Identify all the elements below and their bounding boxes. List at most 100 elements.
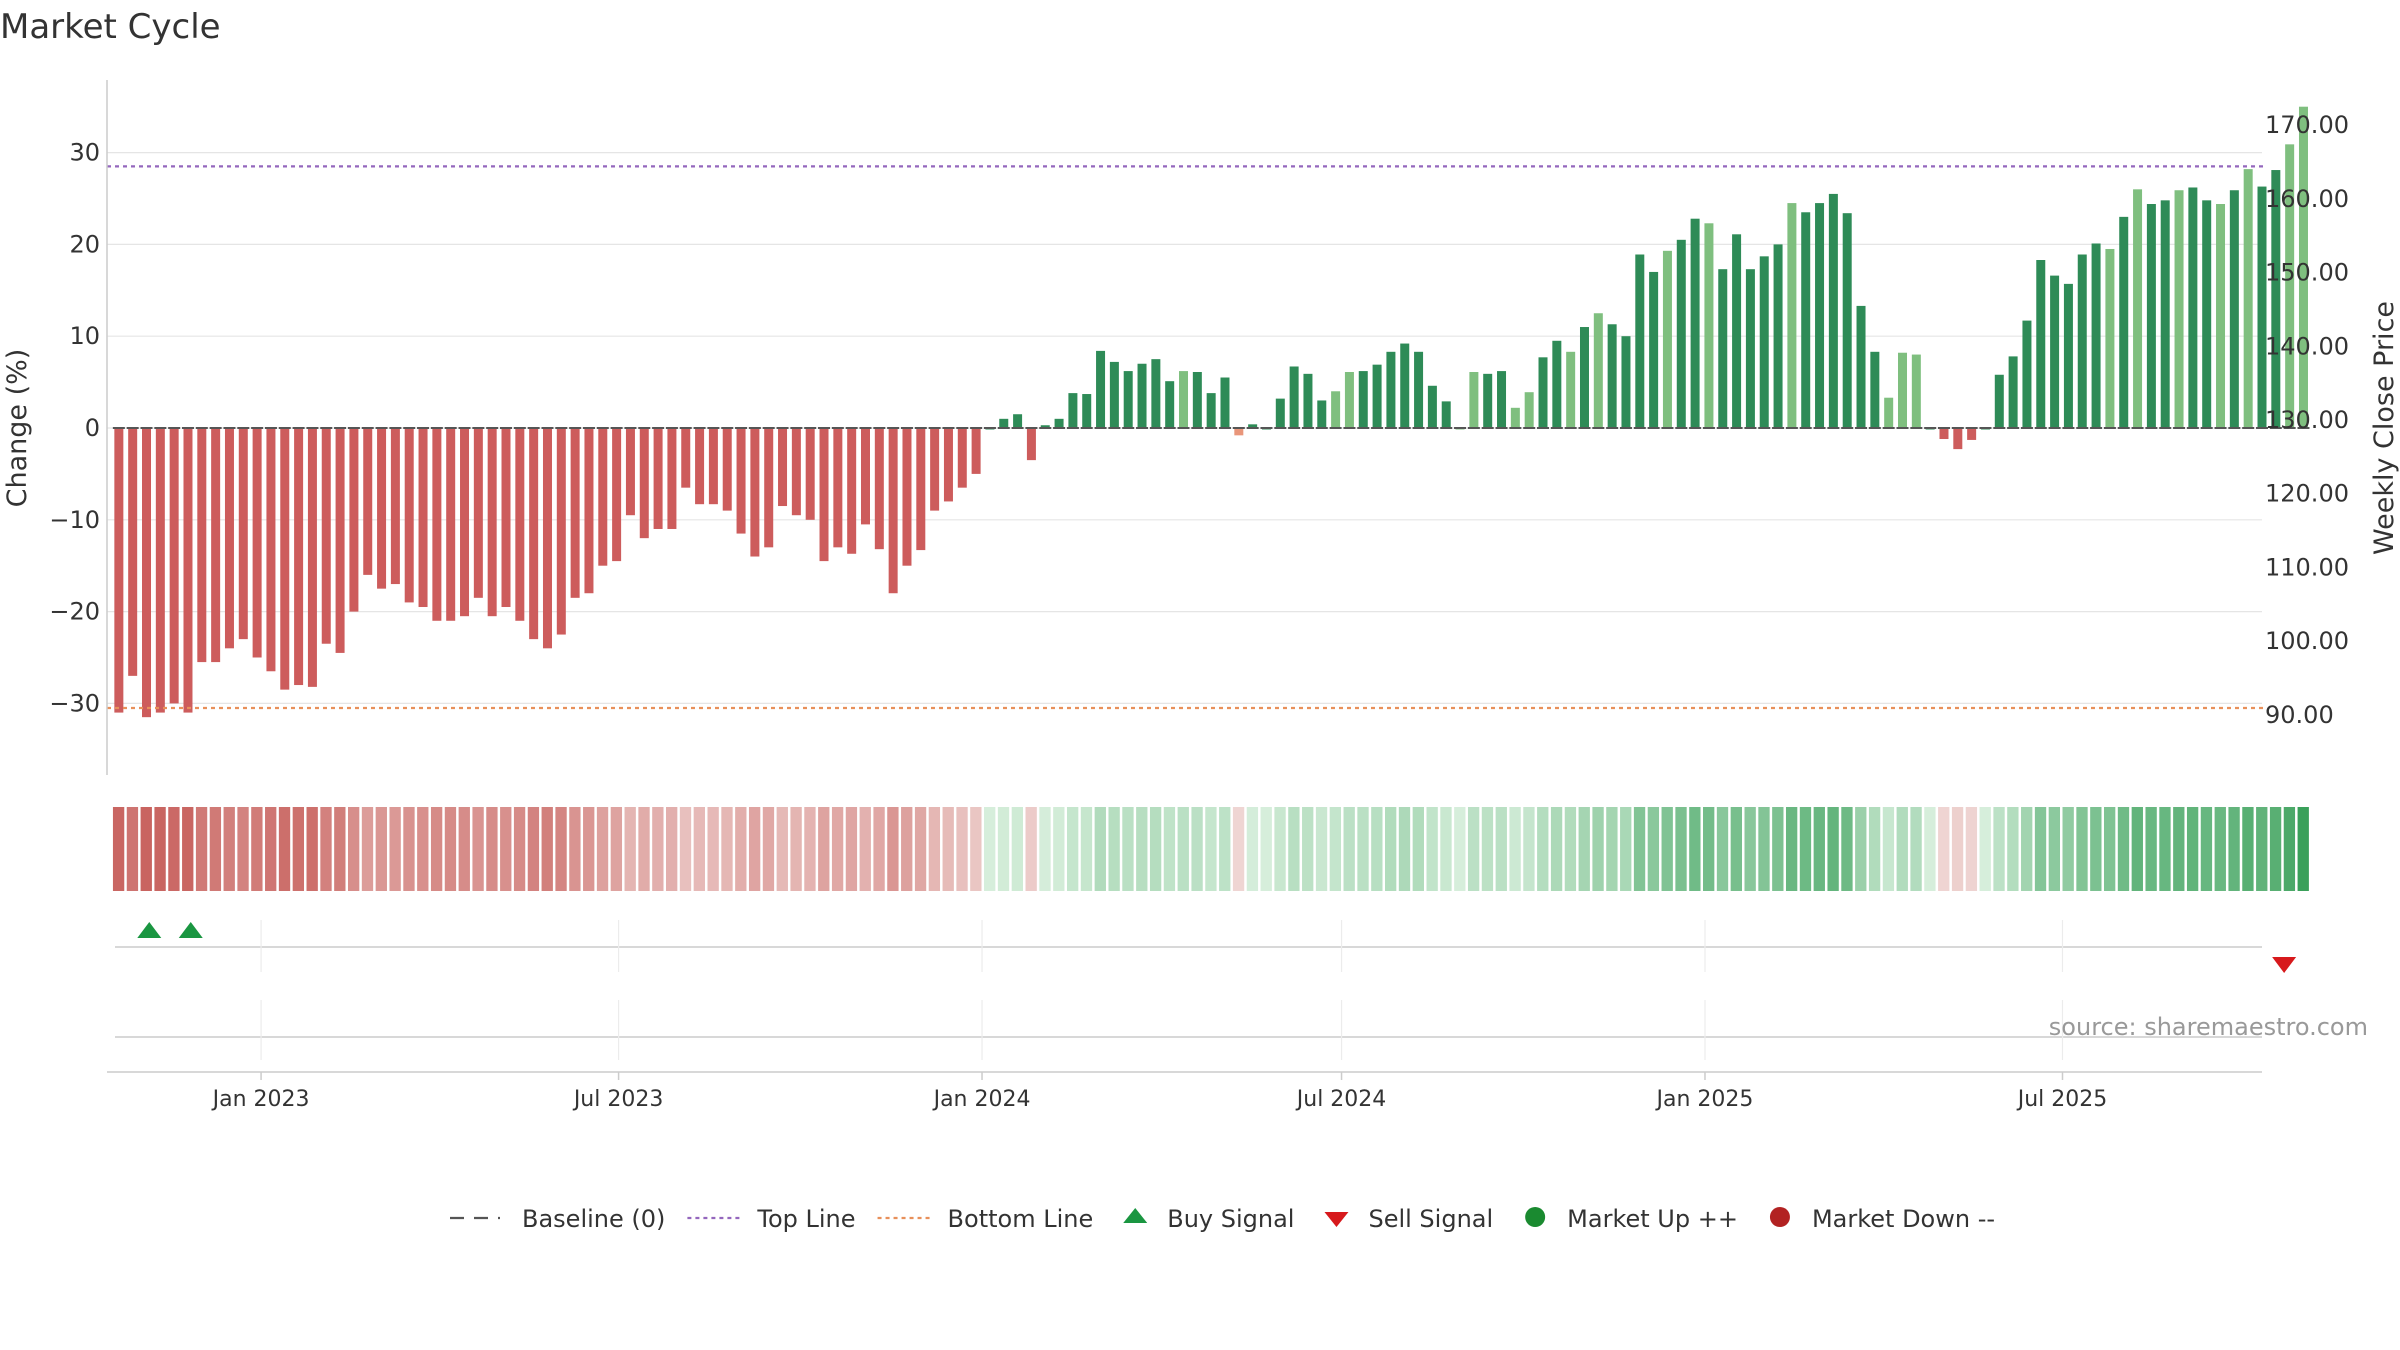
heat-cell <box>1758 807 1770 891</box>
bar <box>1317 400 1327 428</box>
bar <box>2119 216 2129 428</box>
heat-cell <box>1882 807 1895 891</box>
heat-cell <box>1246 807 1259 891</box>
legend-label: Market Down -- <box>1812 1205 1995 1233</box>
heat-cell <box>942 807 954 891</box>
left-tick-label: −20 <box>49 598 100 626</box>
heat-cell <box>693 807 705 891</box>
bar <box>722 428 732 511</box>
heat-cell <box>1827 807 1839 891</box>
heat-cell <box>1675 807 1687 891</box>
left-tick-label: 30 <box>69 139 100 167</box>
bar <box>2022 320 2032 428</box>
heat-cell <box>1177 807 1189 891</box>
legend-label: Sell Signal <box>1368 1205 1493 1233</box>
bar <box>529 428 539 640</box>
heat-cell <box>1896 807 1908 891</box>
heat-cell <box>472 807 484 891</box>
bar <box>1510 407 1520 428</box>
heat-cell <box>1343 807 1355 891</box>
heat-cell <box>1689 807 1701 891</box>
bar <box>1497 371 1507 428</box>
bar <box>1566 351 1576 428</box>
heat-cell <box>1813 807 1825 891</box>
heat-cell <box>569 807 581 891</box>
bar <box>598 428 608 566</box>
bar <box>363 428 373 575</box>
heat-cell <box>1785 807 1798 891</box>
left-axis-label: Change (%) <box>2 349 33 508</box>
heat-cell <box>1868 807 1881 891</box>
heat-cell <box>1205 807 1217 891</box>
bar <box>1441 401 1451 428</box>
heat-cell <box>1371 807 1383 891</box>
heat-cell <box>901 807 913 891</box>
heat-cell <box>1564 807 1577 891</box>
heat-cell <box>486 807 498 891</box>
heat-cell <box>2283 807 2296 891</box>
left-tick-label: −10 <box>49 506 100 534</box>
bar <box>681 428 691 488</box>
bar <box>1372 364 1382 428</box>
heat-cell <box>1606 807 1618 891</box>
bar <box>1206 393 1216 428</box>
heat-cell <box>2269 807 2282 891</box>
x-axis: Jan 2023 Jul 2023 Jan 2024 Jul 2024 Jan 2025… <box>107 920 2262 1112</box>
heat-cell <box>1509 807 1521 891</box>
bar <box>791 428 801 516</box>
bar <box>197 428 207 663</box>
bar <box>377 428 387 589</box>
bar <box>2160 200 2170 428</box>
heat-cell <box>1703 807 1715 891</box>
bar <box>501 428 511 608</box>
bar <box>2091 243 2101 428</box>
bar <box>1192 372 1202 428</box>
heat-cell <box>334 807 346 891</box>
bar <box>1234 428 1244 436</box>
heat-cell <box>748 807 761 891</box>
bar <box>446 428 456 621</box>
heat-strip <box>112 807 2309 891</box>
right-tick-label: 140.00 <box>2265 332 2349 360</box>
left-tick-label: 20 <box>69 230 100 258</box>
heat-cell <box>1163 807 1176 891</box>
heat-cell <box>2007 807 2019 891</box>
bar <box>1275 398 1285 428</box>
bar <box>2105 248 2115 428</box>
bar <box>321 428 331 644</box>
heat-cell <box>375 807 387 891</box>
heat-cell <box>984 807 996 891</box>
bar <box>556 428 566 635</box>
heat-cell <box>1647 807 1660 891</box>
heat-cell <box>513 807 526 891</box>
bar <box>1082 394 1092 428</box>
bar <box>1151 359 1161 428</box>
bar <box>1649 271 1659 428</box>
bar <box>2188 187 2198 428</box>
bar <box>1165 381 1175 428</box>
legend-triangle-up-icon <box>1123 1208 1148 1223</box>
x-tick-label: Jul 2023 <box>572 1087 664 1112</box>
bar <box>418 428 428 608</box>
bar <box>1759 256 1769 428</box>
heat-cell <box>2076 807 2088 891</box>
heat-cell <box>2214 807 2226 891</box>
bar <box>625 428 635 516</box>
heat-cell <box>1260 807 1272 891</box>
legend-item: Buy Signal <box>1123 1205 1294 1233</box>
heat-cell <box>1951 807 1964 891</box>
bar <box>460 428 470 617</box>
heat-cell <box>1053 807 1065 891</box>
bar <box>114 428 124 713</box>
bar <box>833 428 843 548</box>
bar <box>1524 392 1534 428</box>
heat-cell <box>1633 807 1646 891</box>
heat-cell <box>1495 807 1507 891</box>
heat-cell <box>1592 807 1604 891</box>
heat-cell <box>845 807 858 891</box>
bar <box>2202 200 2212 428</box>
x-tick-label: Jan 2025 <box>1655 1087 1754 1112</box>
bar <box>1676 239 1686 428</box>
legend-label: Bottom Line <box>948 1205 1094 1233</box>
heat-cell <box>624 807 636 891</box>
